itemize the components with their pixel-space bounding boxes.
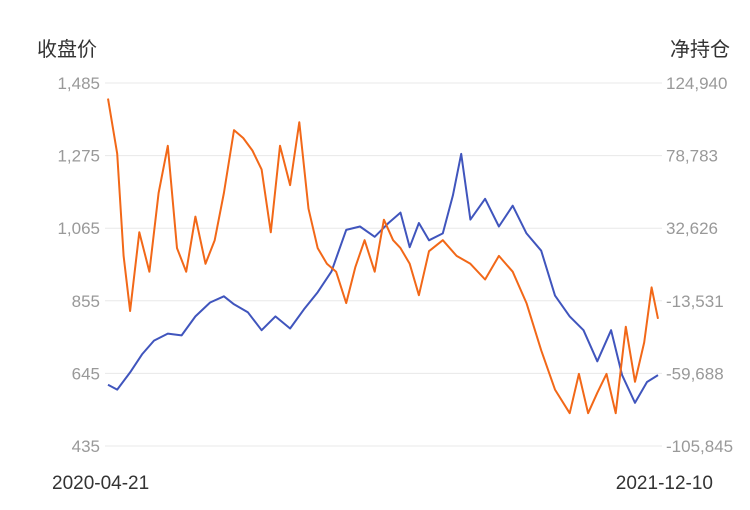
close-price-series-line [107,152,659,404]
left-tick-label: 435 [72,437,100,456]
left-tick-label: 855 [72,292,100,311]
grid-lines [105,82,662,447]
net-position-series-line [107,98,659,415]
right-tick-label: 78,783 [666,147,718,166]
right-axis-title: 净持仓 [670,38,730,61]
series-lines [107,98,659,415]
left-axis-ticks: 1,485 1,275 1,065 855 645 435 [57,74,100,456]
right-tick-label: 124,940 [666,74,727,93]
left-tick-label: 1,065 [57,219,100,238]
right-tick-label: -13,531 [666,292,724,311]
left-tick-label: 645 [72,364,100,383]
x-end-label: 2021-12-10 [616,473,713,494]
right-tick-label: -105,845 [666,437,733,456]
left-tick-label: 1,275 [57,147,100,166]
right-axis-ticks: 124,940 78,783 32,626 -13,531 -59,688 -105,84… [666,74,733,456]
x-start-label: 2020-04-21 [52,473,149,494]
left-tick-label: 1,485 [57,74,100,93]
right-tick-label: 32,626 [666,219,718,238]
right-tick-label: -59,688 [666,364,724,383]
left-axis-title: 收盘价 [37,38,97,61]
